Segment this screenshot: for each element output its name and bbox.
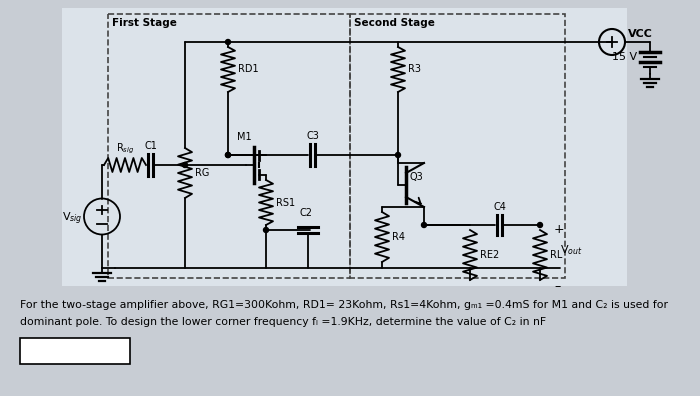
Circle shape: [395, 152, 400, 158]
Circle shape: [225, 152, 230, 158]
Text: RG: RG: [195, 168, 209, 178]
Bar: [108, 14, 350, 278]
Bar: [0, 288, 700, 396]
Text: C2: C2: [300, 208, 312, 218]
Circle shape: [183, 162, 188, 168]
Text: 15 V: 15 V: [612, 52, 637, 62]
Circle shape: [538, 223, 542, 227]
Text: –: –: [554, 280, 560, 293]
Text: M1: M1: [237, 132, 251, 142]
Text: VCC: VCC: [628, 29, 653, 39]
Bar: [20, 338, 130, 364]
Circle shape: [421, 223, 426, 227]
Text: R4: R4: [392, 232, 405, 242]
Bar: [350, 14, 565, 278]
Text: C1: C1: [145, 141, 158, 151]
Text: dominant pole. To design the lower corner frequency fₗ =1.9KHz, determine the va: dominant pole. To design the lower corne…: [20, 317, 546, 327]
Text: V$_{sig}$: V$_{sig}$: [62, 211, 83, 227]
Text: RL: RL: [550, 250, 562, 260]
Text: Q3: Q3: [410, 172, 424, 182]
Text: RE2: RE2: [480, 250, 499, 260]
Text: C4: C4: [494, 202, 506, 212]
Circle shape: [225, 152, 230, 158]
Text: RD1: RD1: [238, 65, 258, 74]
Circle shape: [263, 227, 269, 232]
Text: R3: R3: [408, 65, 421, 74]
Bar: [62, 8, 627, 286]
Text: RS1: RS1: [276, 198, 295, 208]
Text: V$_{out}$: V$_{out}$: [560, 243, 582, 257]
Text: First Stage: First Stage: [112, 18, 177, 28]
Text: +: +: [554, 223, 565, 236]
Text: Second Stage: Second Stage: [354, 18, 435, 28]
Text: C3: C3: [307, 131, 319, 141]
Text: R$_{sig}$: R$_{sig}$: [116, 141, 134, 156]
Circle shape: [225, 40, 230, 44]
Text: For the two-stage amplifier above, RG1=300Kohm, RD1= 23Kohm, Rs1=4Kohm, gₘ₁ =0.4: For the two-stage amplifier above, RG1=3…: [20, 300, 668, 310]
